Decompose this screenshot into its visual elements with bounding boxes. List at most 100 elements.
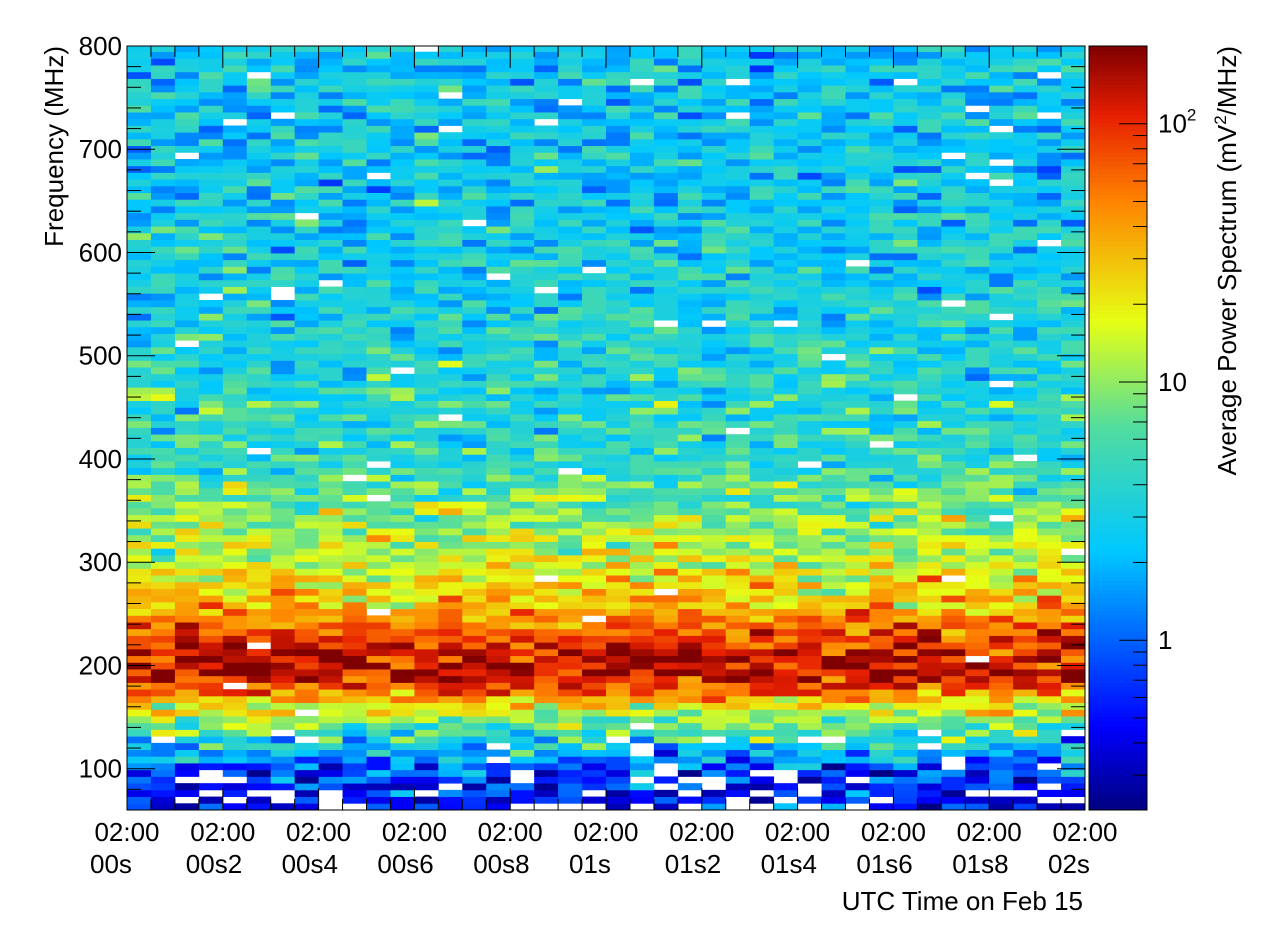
heatmap-cell [677,125,703,133]
heatmap-cell [845,541,870,549]
heatmap-cell [773,51,798,59]
heatmap-cell [582,159,607,167]
heatmap-cell [174,440,200,449]
heatmap-cell [366,501,391,509]
heatmap-cell [558,447,583,455]
heatmap-cell [677,192,703,200]
heatmap-cell [773,259,798,267]
heatmap-cell [198,622,224,630]
heatmap-cell [773,172,798,180]
colorbar-segment [1089,169,1147,174]
heatmap-cell [174,548,200,556]
heatmap-cell [1037,541,1062,549]
heatmap-cell [414,675,439,683]
heatmap-cell [318,461,343,469]
heatmap-cell [629,608,655,616]
heatmap-cell [150,709,176,717]
heatmap-cell [725,51,751,59]
heatmap-cell [677,414,703,422]
heatmap-cell [342,615,367,623]
heatmap-cell [222,447,248,455]
heatmap-cell [1037,487,1062,495]
heatmap-cell [797,420,822,428]
heatmap-cell [294,763,319,771]
heatmap-cell [366,722,391,730]
heatmap-cell [821,185,846,193]
heatmap-cell [869,622,894,630]
heatmap-cell [198,212,224,220]
heatmap-cell [773,622,798,630]
heatmap-cell [390,541,415,549]
heatmap-cell [629,98,655,106]
heatmap-cell [222,434,248,442]
heatmap-cell [821,481,846,489]
colorbar-segment [1089,88,1147,94]
heatmap-cell [701,353,727,361]
heatmap-cell [198,286,224,294]
heatmap-cell [510,722,535,730]
heatmap-cell [222,246,248,254]
heatmap-cell [845,239,870,247]
heatmap-cell [462,769,487,777]
heatmap-cell [438,98,463,106]
heatmap-cell [1037,58,1062,66]
heatmap-cell [941,427,966,435]
heatmap-cell [486,749,511,757]
heatmap-cell [1013,763,1038,771]
heatmap-cell [749,648,775,657]
heatmap-cell [941,541,966,549]
heatmap-cell [749,306,775,314]
heatmap-cell [845,367,870,375]
heatmap-cell [438,393,463,402]
heatmap-cell [462,796,487,804]
heatmap-cell [1013,575,1038,583]
heatmap-cell [127,138,152,147]
heatmap-cell [893,494,918,502]
heatmap-cell [366,65,391,73]
heatmap-cell [1013,152,1038,160]
heatmap-cell [270,501,296,509]
heatmap-cell [462,487,487,495]
heatmap-cell [222,427,248,435]
heatmap-cell [629,172,655,180]
heatmap-cell [582,51,607,59]
heatmap-cell [677,353,703,361]
heatmap-cell [941,628,966,636]
heatmap-cell [917,427,942,435]
heatmap-cell [174,601,200,610]
heatmap-cell [965,481,990,489]
heatmap-cell [486,427,511,435]
heatmap-cell [294,98,319,106]
heatmap-cell [1013,487,1038,495]
heatmap-cell [246,756,272,764]
heatmap-cell [821,326,846,334]
heatmap-cell [725,474,751,482]
heatmap-cell [677,427,703,435]
heatmap-cell [558,373,583,381]
heatmap-cell [127,326,152,334]
heatmap-cell [989,541,1014,549]
heatmap-cell [869,669,894,677]
heatmap-cell [486,588,511,596]
heatmap-cell [1061,112,1086,120]
heatmap-cell [246,78,272,86]
heatmap-cell [629,192,655,200]
heatmap-cell [1061,420,1086,428]
heatmap-cell [582,628,607,636]
heatmap-cell [246,65,272,73]
heatmap-cell [893,380,918,388]
heatmap-cell [127,112,152,120]
heatmap-cell [366,313,391,321]
heatmap-cell [510,279,535,287]
heatmap-cell [222,212,248,220]
heatmap-cell [150,293,176,301]
heatmap-cell [893,98,918,106]
heatmap-cell [270,655,296,663]
heatmap-cell [629,434,655,442]
heatmap-cell [582,226,607,234]
heatmap-cell [438,440,463,449]
heatmap-cell [821,279,846,287]
heatmap-cell [893,655,918,663]
heatmap-cell [629,105,655,113]
heatmap-cell [845,568,870,576]
